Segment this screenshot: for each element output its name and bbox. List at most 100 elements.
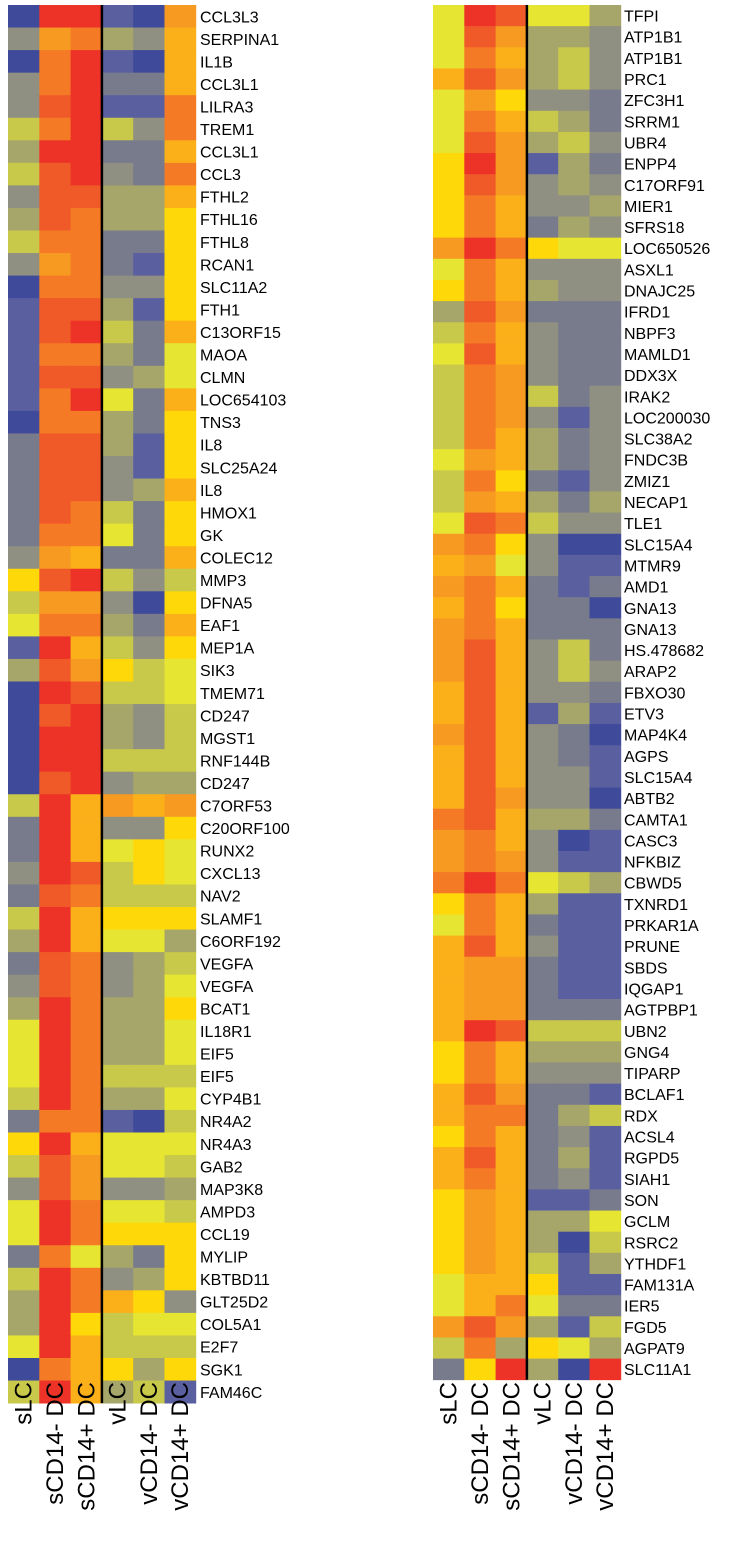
heatmap-cell [495,195,528,217]
heatmap-cell [39,974,71,998]
column-label: sCD14- DC [467,1382,494,1505]
heatmap-cell [164,658,197,682]
heatmap-cell [558,47,590,69]
heatmap-cell [558,68,590,90]
heatmap-cell [70,839,103,863]
heatmap-cell [558,618,590,640]
heatmap-cell [164,365,197,389]
heatmap-cell [526,1168,559,1190]
heatmap-cell [433,470,465,492]
heatmap-cell [433,597,465,619]
heatmap-cell [70,298,103,322]
heatmap-cell [558,1062,590,1085]
gene-label: ATP1B1 [624,30,683,47]
heatmap-cell [526,470,559,492]
heatmap-cell [101,1267,134,1291]
heatmap-cell [495,999,528,1021]
gene-label: MAP4K4 [624,728,687,745]
heatmap-cell [8,1245,40,1269]
heatmap-cell [464,681,496,704]
heatmap-cell [164,1358,197,1381]
heatmap-cell [589,533,622,556]
heatmap-cell [101,658,134,682]
heatmap-cell [464,702,496,725]
heatmap-cell [433,766,465,788]
heatmap-cell [558,26,590,48]
heatmap-cell [39,568,71,592]
heatmap-cell [101,5,134,28]
heatmap-cell [164,861,197,885]
gene-label: FTHL2 [200,190,249,207]
heatmap-cell [495,724,528,746]
gene-label: VEGFA [200,979,254,996]
heatmap-cell [39,884,71,908]
heatmap-cell [558,1274,590,1296]
heatmap-cell [589,1147,622,1169]
heatmap-cell [39,997,71,1021]
heatmap-cell [526,702,559,725]
heatmap-cell [101,884,134,908]
heatmap-cell [39,410,71,434]
gene-label: BCLAF1 [624,1087,685,1104]
gene-label: RGPD5 [624,1151,679,1168]
heatmap-cell [133,1109,165,1133]
heatmap-cell [464,1274,496,1296]
heatmap-cell [101,343,134,367]
heatmap-cell [70,1087,103,1111]
heatmap-cell [164,433,197,457]
heatmap-cell [464,1062,496,1085]
heatmap-cell [39,1132,71,1156]
gene-label: SRRM1 [624,114,680,131]
heatmap-cell [495,1295,528,1317]
heatmap-cell [39,478,71,502]
heatmap-cell [464,153,496,175]
heatmap-cell [433,1274,465,1296]
heatmap-cell [133,929,165,953]
gene-label: MIER1 [624,199,673,216]
heatmap-cell [495,639,528,662]
heatmap-cell [526,364,559,387]
heatmap-cell [464,428,496,450]
heatmap-cell [464,449,496,471]
heatmap-cell [39,907,71,930]
heatmap-cell [39,861,71,885]
heatmap-cell [433,131,465,154]
heatmap-cell [39,1335,71,1359]
heatmap-cell [133,1132,165,1156]
heatmap-cell [39,839,71,863]
heatmap-cell [433,554,465,577]
heatmap-cell [495,110,528,133]
heatmap-cell [495,406,528,429]
heatmap-cell [133,253,165,276]
heatmap-cell [464,1125,496,1148]
heatmap-cell [495,258,528,281]
heatmap-cell [70,162,103,186]
heatmap-cell [70,929,103,953]
column-label: sCD14+ DC [73,1382,100,1511]
heatmap-cell [589,1020,622,1042]
heatmap-cell [101,117,134,141]
heatmap-cell [101,207,134,231]
heatmap-cell [8,433,40,457]
heatmap-cell [101,253,134,276]
heatmap-cell [39,140,71,164]
gene-label: IFRD1 [624,305,670,322]
gene-label: RDX [624,1108,658,1125]
heatmap-cell [70,681,103,705]
heatmap-cell [39,27,71,51]
heatmap-cell [164,140,197,164]
heatmap-cell [495,343,528,365]
heatmap-cell [495,237,528,260]
heatmap-cell [558,533,590,556]
heatmap-cell [164,27,197,51]
heatmap-cell [133,1245,165,1269]
heatmap-cell [526,322,559,344]
heatmap-cell [133,1177,165,1201]
heatmap-cell [433,68,465,90]
column-label: vCD14- DC [561,1382,588,1505]
heatmap-cell [526,956,559,979]
heatmap-cell [495,1337,528,1359]
heatmap-cell [495,745,528,767]
heatmap-cell [133,1380,165,1404]
